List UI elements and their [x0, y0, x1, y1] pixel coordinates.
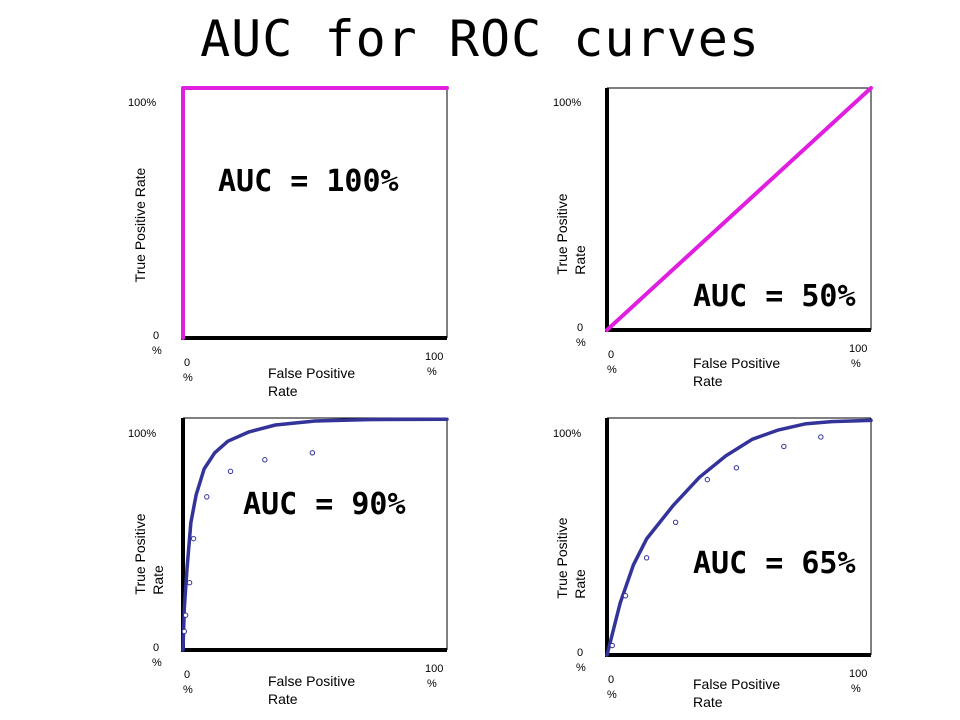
y-axis-label-line-2: Rate: [150, 565, 166, 595]
auc-label: AUC = 65%: [693, 546, 856, 581]
x-axis-label-line-1: False Positive: [268, 673, 355, 689]
x-tick-right-number: 100: [425, 663, 443, 675]
y-tick-top: 100%: [128, 97, 156, 109]
roc-data-point: [204, 494, 210, 500]
x-tick-left-number: 0: [608, 349, 614, 361]
x-axis-label-line-1: False Positive: [693, 676, 780, 692]
y-tick-top: 100%: [128, 428, 156, 440]
roc-data-point: [733, 465, 740, 471]
auc-label: AUC = 50%: [693, 279, 856, 314]
roc-data-point: [781, 443, 787, 450]
x-tick-right-unit: %: [851, 358, 861, 370]
ideal-roc-line: [605, 86, 873, 332]
roc-data-point: [227, 468, 234, 475]
y-axis-label: True Positive Rate: [554, 517, 588, 599]
roc-data-point: [704, 476, 711, 483]
roc-data-point: [672, 519, 679, 525]
roc-data-point: [181, 628, 188, 635]
x-tick-right-unit: %: [851, 683, 861, 695]
fitted-roc-curve: [181, 417, 449, 652]
y-tick-top: 100%: [553, 97, 581, 109]
y-axis-label: True Positive Rate: [554, 193, 588, 275]
y-axis-label-line-1: True Positive: [132, 513, 148, 594]
y-tick-bottom-unit: %: [152, 657, 162, 669]
y-tick-bottom-number: 0: [153, 642, 159, 654]
y-tick-bottom-number: 0: [153, 330, 159, 342]
roc-panel-4: AUC = 65%100%0%0%100%False PositiveRateT…: [553, 417, 873, 710]
roc-data-point: [309, 450, 316, 456]
roc-data-point: [262, 457, 268, 463]
roc-data-point: [622, 593, 629, 599]
x-tick-left-number: 0: [184, 669, 190, 681]
auc-label: AUC = 90%: [243, 487, 406, 522]
y-axis-label-line-1: True Positive: [554, 193, 570, 274]
y-tick-bottom-unit: %: [152, 345, 162, 357]
y-axis-label-line-1: True Positive: [554, 517, 570, 598]
roc-data-point: [643, 555, 650, 561]
x-tick-right-number: 100: [849, 668, 867, 680]
roc-data-point: [609, 642, 615, 649]
x-tick-left-unit: %: [607, 689, 617, 701]
y-axis-label-line-2: Rate: [572, 569, 588, 599]
fitted-roc-curve: [605, 418, 873, 657]
roc-data-point: [186, 580, 193, 586]
x-tick-left-unit: %: [183, 372, 193, 384]
x-tick-left-unit: %: [183, 684, 193, 696]
x-tick-right-unit: %: [427, 366, 437, 378]
roc-panel-2: AUC = 50%100%0%0%100%False PositiveRateT…: [553, 86, 873, 389]
auc-label: AUC = 100%: [218, 164, 399, 199]
roc-data-point: [818, 434, 824, 440]
y-tick-bottom-unit: %: [576, 662, 586, 674]
roc-panel-3: AUC = 90%100%0%0%100%False PositiveRateT…: [128, 417, 449, 707]
x-tick-left-number: 0: [184, 357, 190, 369]
page-title: AUC for ROC curves: [200, 10, 760, 68]
y-axis-label: True Positive Rate: [132, 167, 148, 282]
x-axis-label-line-1: False Positive: [693, 355, 780, 371]
x-tick-right-number: 100: [849, 343, 867, 355]
y-axis-label-text: True Positive Rate: [132, 167, 148, 282]
x-tick-right-unit: %: [427, 678, 437, 690]
y-tick-bottom-unit: %: [576, 337, 586, 349]
y-tick-bottom-number: 0: [577, 647, 583, 659]
y-tick-top: 100%: [553, 428, 581, 440]
x-axis-label-line-2: Rate: [693, 373, 723, 389]
roc-data-point: [182, 612, 189, 618]
x-tick-left-number: 0: [608, 674, 614, 686]
x-axis-label-line-2: Rate: [268, 691, 298, 707]
x-axis-label-line-1: False Positive: [268, 365, 355, 381]
y-axis-label-line-2: Rate: [572, 245, 588, 275]
roc-data-point: [190, 535, 197, 542]
x-axis-label-line-2: Rate: [268, 383, 298, 399]
roc-panel-1: AUC = 100% 100% 0% 0% 100% False Positive Rate…: [128, 86, 449, 399]
x-tick-left-unit: %: [607, 364, 617, 376]
x-tick-right-number: 100: [425, 351, 443, 363]
ideal-roc-line: [181, 86, 449, 340]
y-axis-label: True Positive Rate: [132, 513, 166, 595]
x-axis-label-line-2: Rate: [693, 694, 723, 710]
y-tick-bottom-number: 0: [577, 322, 583, 334]
